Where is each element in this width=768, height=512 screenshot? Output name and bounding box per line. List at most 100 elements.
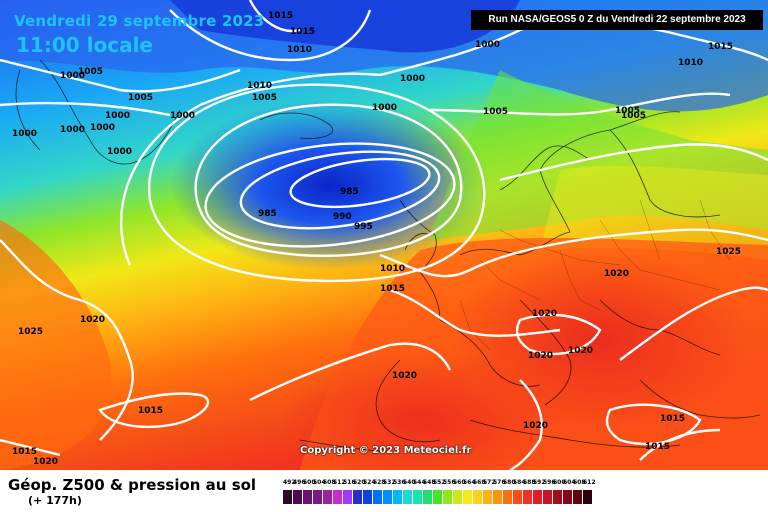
model-run-banner: Run NASA/GEOS5 0 Z du Vendredi 22 septem… [471, 10, 763, 30]
isobar-label: 995 [354, 222, 373, 232]
scale-swatch [543, 490, 552, 504]
scale-swatch [383, 490, 392, 504]
isobar-label: 1020 [604, 269, 629, 279]
scale-swatch [563, 490, 572, 504]
isobar-label: 985 [258, 209, 277, 219]
scale-value: 508 [323, 479, 336, 486]
scale-value: 592 [533, 479, 546, 486]
isobar-label: 1005 [128, 93, 153, 103]
color-scale-labels: 492 496 500 504 508 512 516 520 524 528 532 536 540 5… [283, 479, 753, 486]
scale-value: 496 [293, 479, 306, 486]
scale-value: 552 [433, 479, 446, 486]
scale-value: 596 [543, 479, 556, 486]
isobar-labels: 1015 1015 1010 1005 1005 1010 1005 1000 … [12, 11, 741, 467]
isobar-label: 1005 [483, 107, 508, 117]
scale-swatch [423, 490, 432, 504]
isobar-label: 1000 [12, 129, 37, 139]
isobar-label: 1020 [33, 457, 58, 467]
isobar-label: 1015 [708, 42, 733, 52]
isobar-label: 1020 [528, 351, 553, 361]
isobar-label: 1020 [532, 309, 557, 319]
forecast-time: 11:00 locale [16, 33, 153, 57]
scale-value: 512 [333, 479, 346, 486]
scale-value: 564 [463, 479, 476, 486]
scale-swatch [513, 490, 522, 504]
scale-value: 528 [373, 479, 386, 486]
scale-swatch [403, 490, 412, 504]
isobar-label: 1000 [475, 40, 500, 50]
scale-value: 612 [583, 479, 596, 486]
isobar-label: 1020 [523, 421, 548, 431]
isobar-label: 1010 [247, 81, 272, 91]
isobar-label: 1010 [678, 58, 703, 68]
scale-swatch [533, 490, 542, 504]
scale-value: 548 [423, 479, 436, 486]
isobar-label: 1025 [716, 247, 741, 257]
scale-value: 544 [413, 479, 426, 486]
scale-swatch [433, 490, 442, 504]
scale-value: 560 [453, 479, 466, 486]
isobar-label: 1015 [12, 447, 37, 457]
isobar-label: 1000 [60, 71, 85, 81]
scale-swatch [463, 490, 472, 504]
scale-value: 500 [303, 479, 316, 486]
scale-value: 492 [283, 479, 296, 486]
scale-swatch [363, 490, 372, 504]
scale-value: 520 [353, 479, 366, 486]
scale-swatch [333, 490, 342, 504]
scale-swatch [353, 490, 362, 504]
scale-value: 556 [443, 479, 456, 486]
map-title: Géop. Z500 & pression au sol [8, 476, 257, 494]
scale-value: 588 [523, 479, 536, 486]
isobar-label: 1020 [568, 346, 593, 356]
isobar-label: 990 [333, 212, 352, 222]
scale-value: 584 [513, 479, 526, 486]
color-scale-swatches [283, 490, 753, 504]
scale-value: 604 [563, 479, 576, 486]
isobar-label: 1015 [645, 442, 670, 452]
isobar-label: 1015 [290, 27, 315, 37]
scale-value: 568 [473, 479, 486, 486]
scale-value: 536 [393, 479, 406, 486]
isobars [0, 0, 768, 470]
scale-value: 580 [503, 479, 516, 486]
scale-swatch [373, 490, 382, 504]
scale-swatch [583, 490, 592, 504]
isobar-label: 1020 [80, 315, 105, 325]
scale-value: 524 [363, 479, 376, 486]
isobar-label: 1010 [380, 264, 405, 274]
scale-swatch [473, 490, 482, 504]
scale-value: 516 [343, 479, 356, 486]
isobar-label: 1000 [107, 147, 132, 157]
isobar-label: 1015 [660, 414, 685, 424]
scale-swatch [483, 490, 492, 504]
scale-value: 600 [553, 479, 566, 486]
scale-swatch [573, 490, 582, 504]
scale-swatch [493, 490, 502, 504]
scale-value: 532 [383, 479, 396, 486]
coastlines [15, 59, 761, 453]
scale-swatch [343, 490, 352, 504]
scale-swatch [523, 490, 532, 504]
isobar-label: 1005 [78, 67, 103, 77]
forecast-date: Vendredi 29 septembre 2023 [14, 12, 265, 30]
isobar-label: 1020 [392, 371, 417, 381]
scale-swatch [293, 490, 302, 504]
isobar-label: 1015 [138, 406, 163, 416]
isobar-label: 1005 [615, 106, 640, 116]
scale-value: 504 [313, 479, 326, 486]
scale-value: 576 [493, 479, 506, 486]
scale-value: 540 [403, 479, 416, 486]
scale-swatch [313, 490, 322, 504]
isobar-label: 985 [340, 187, 359, 197]
isobar-label: 1000 [400, 74, 425, 84]
isobar-label: 1005 [621, 111, 646, 121]
scale-swatch [283, 490, 292, 504]
scale-value: 572 [483, 479, 496, 486]
scale-swatch [503, 490, 512, 504]
scale-swatch [303, 490, 312, 504]
isobar-label: 1000 [105, 111, 130, 121]
geopotential-map: 1015 1015 1010 1005 1005 1010 1005 1000 … [0, 0, 768, 470]
copyright-notice: Copyright © 2023 Meteociel.fr [300, 445, 472, 456]
